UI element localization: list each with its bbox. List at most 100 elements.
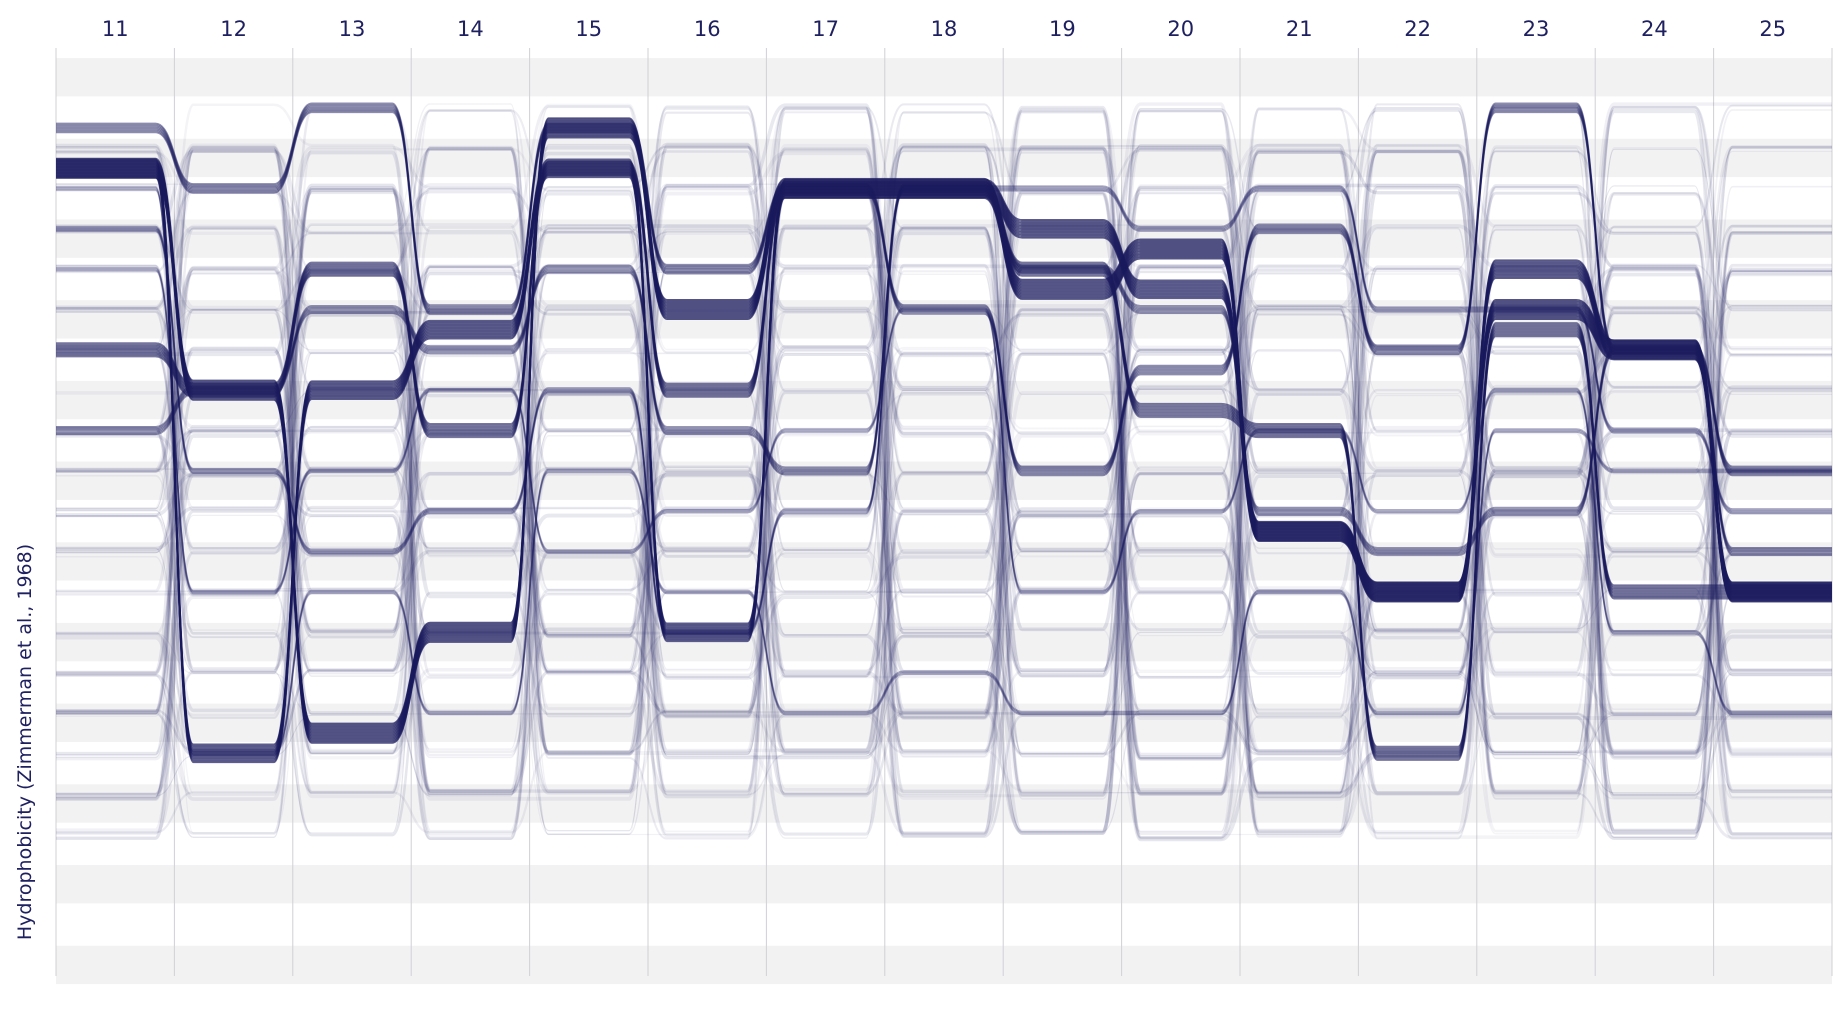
- highlight-path: [56, 186, 1832, 552]
- x-tick-label: 23: [1523, 17, 1550, 41]
- background-path: [56, 150, 1832, 758]
- background-path: [56, 191, 1832, 759]
- background-path: [56, 106, 1832, 754]
- background-path: [56, 145, 1832, 753]
- background-path: [56, 110, 1832, 839]
- background-path: [56, 106, 1832, 794]
- background-path: [56, 106, 1832, 836]
- background-path: [56, 109, 1832, 759]
- background-path: [56, 266, 1832, 793]
- background-path: [56, 147, 1832, 796]
- x-tick-label: 14: [457, 17, 484, 41]
- level-band: [56, 622, 1832, 662]
- highlight-path: [56, 188, 1832, 554]
- highlight-path: [56, 186, 1832, 633]
- background-path: [56, 107, 1832, 796]
- x-tick-label: 22: [1404, 17, 1431, 41]
- background-path: [56, 148, 1832, 756]
- background-path: [56, 147, 1832, 755]
- x-tick-label: 25: [1759, 17, 1786, 41]
- background-path: [56, 151, 1832, 842]
- background-path: [56, 145, 1832, 795]
- background-path: [56, 107, 1832, 837]
- background-path: [56, 186, 1832, 796]
- highlight-path: [56, 174, 1832, 761]
- background-path: [56, 109, 1832, 839]
- highlight-path: [56, 189, 1832, 555]
- x-tick-label: 21: [1286, 17, 1313, 41]
- background-path: [56, 103, 1832, 751]
- background-path: [56, 106, 1832, 795]
- background-path: [56, 223, 1832, 832]
- x-tick-label: 24: [1641, 17, 1668, 41]
- highlight-path: [56, 186, 1832, 753]
- background-path: [56, 105, 1832, 673]
- x-tick-label: 18: [931, 17, 958, 41]
- highlight-path: [56, 111, 1832, 477]
- background-path: [56, 350, 1832, 796]
- background-path: [56, 104, 1832, 833]
- level-band: [56, 542, 1832, 581]
- x-tick-label: 11: [102, 17, 129, 41]
- background-path: [56, 144, 1832, 833]
- background-path: [56, 184, 1832, 795]
- highlight-path: [56, 187, 1832, 755]
- x-tick-label: 16: [694, 17, 721, 41]
- highlight-path: [56, 189, 1832, 636]
- background-path: [56, 103, 1832, 833]
- highlight-path: [56, 183, 1832, 549]
- background-path: [56, 151, 1832, 801]
- background-path: [56, 147, 1832, 836]
- background-path: [56, 110, 1832, 798]
- background-path: [56, 108, 1832, 798]
- background-path: [56, 107, 1832, 796]
- background-path: [56, 146, 1832, 834]
- background-path: [56, 145, 1832, 795]
- background-path: [56, 147, 1832, 796]
- background-path: [56, 102, 1832, 833]
- background-path: [56, 144, 1832, 791]
- highlight-path: [56, 191, 1832, 557]
- level-band: [56, 865, 1832, 904]
- background-path: [56, 107, 1832, 836]
- background-path: [56, 149, 1832, 799]
- level-band: [56, 461, 1832, 500]
- highlight-path: [56, 269, 1832, 716]
- level-band: [56, 219, 1832, 258]
- background-path: [56, 110, 1832, 839]
- background-path: [56, 185, 1832, 833]
- highlight-path: [56, 185, 1832, 631]
- highlight-path: [56, 176, 1832, 764]
- highlight-path: [56, 185, 1832, 551]
- x-tick-label: 15: [575, 17, 602, 41]
- x-tick-labels: 11 12 13 14 15 16 17 18 19 20 21 22 23 24 25: [102, 17, 1786, 41]
- highlight-path: [56, 189, 1832, 756]
- background-path: [56, 145, 1832, 835]
- background-path: [56, 108, 1832, 796]
- y-axis-label: Hydrophobicity (Zimmerman et al., 1968): [14, 543, 36, 941]
- background-path: [56, 105, 1832, 796]
- highlight-path: [56, 268, 1832, 714]
- level-band: [56, 138, 1832, 178]
- background-path: [56, 187, 1832, 796]
- x-tick-label: 19: [1049, 17, 1076, 41]
- background-path: [56, 150, 1832, 840]
- background-path: [56, 111, 1832, 800]
- background-path: [56, 190, 1832, 797]
- background-path: [56, 106, 1832, 835]
- background-path: [56, 103, 1832, 791]
- background-path: [56, 145, 1832, 836]
- background-path: [56, 191, 1832, 800]
- background-path: [56, 143, 1832, 753]
- background-path: [56, 103, 1832, 834]
- highlight-path: [56, 188, 1832, 634]
- background-path: [56, 106, 1832, 835]
- background-path: [56, 103, 1832, 793]
- background-path: [56, 110, 1832, 841]
- level-band: [56, 784, 1832, 823]
- level-band: [56, 945, 1832, 985]
- background-path: [56, 105, 1832, 834]
- background-path: [56, 107, 1832, 797]
- background-path: [56, 192, 1832, 840]
- background-path: [56, 144, 1832, 832]
